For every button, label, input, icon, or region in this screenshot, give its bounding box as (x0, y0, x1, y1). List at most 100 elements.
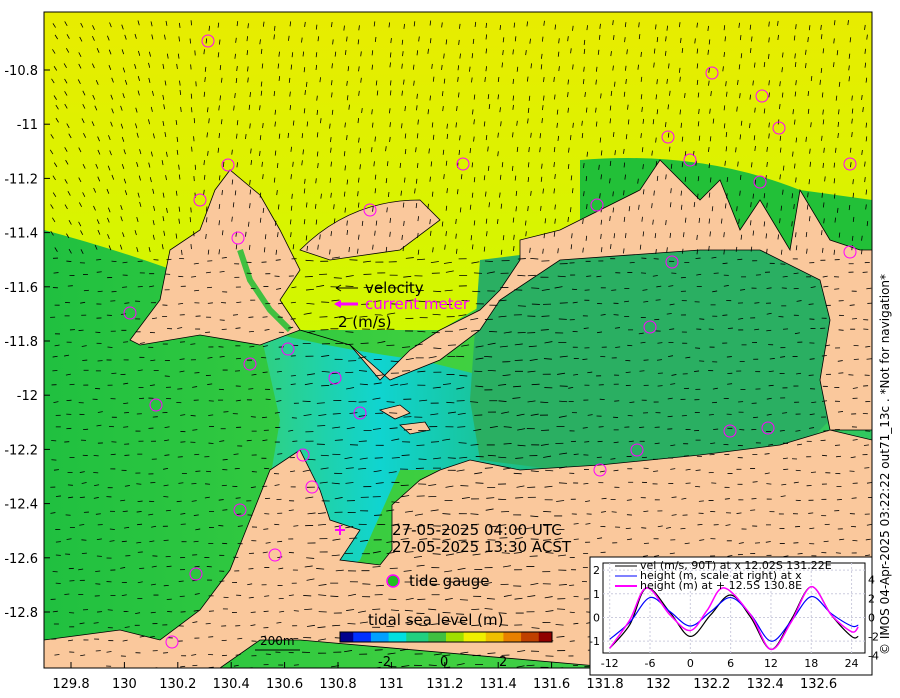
colorbar-swatch (538, 632, 544, 642)
tide-gauge-marker[interactable] (723, 424, 737, 438)
velocity-arrow (553, 188, 555, 194)
tide-gauge-marker[interactable] (705, 66, 719, 80)
velocity-arrow (95, 570, 101, 572)
velocity-arrow (139, 201, 142, 207)
tide-gauge-marker[interactable] (753, 175, 767, 189)
velocity-arrow (137, 90, 140, 96)
velocity-arrow (711, 206, 714, 212)
velocity-arrow (670, 163, 673, 169)
tide-gauge-marker[interactable] (165, 635, 179, 649)
tide-gauge-marker[interactable] (189, 567, 203, 581)
tide-gauge-marker[interactable] (665, 255, 679, 269)
velocity-arrow (720, 218, 723, 224)
tide-gauge-marker[interactable] (755, 89, 769, 103)
tide-gauge-marker[interactable] (281, 342, 295, 356)
tide-gauge-marker[interactable] (233, 503, 247, 517)
velocity-arrow (191, 500, 197, 502)
velocity-arrow (221, 190, 223, 196)
inset-right-tick: -2 (868, 630, 879, 643)
velocity-arrow (664, 50, 667, 56)
velocity-arrow (390, 360, 399, 363)
tide-gauge-marker[interactable] (296, 448, 310, 462)
velocity-arrow (403, 23, 405, 29)
velocity-arrow (371, 64, 374, 70)
velocity-arrow (263, 528, 269, 530)
velocity-arrow (667, 355, 674, 358)
velocity-arrow (599, 193, 601, 199)
velocity-arrow (754, 328, 760, 331)
velocity-arrow (207, 150, 209, 156)
velocity-arrow (120, 499, 126, 502)
velocity-arrow (405, 510, 414, 513)
velocity-arrow (457, 412, 466, 415)
velocity-arrow (193, 514, 199, 516)
velocity-arrow (302, 149, 304, 155)
tide-gauge-marker[interactable] (193, 193, 207, 207)
tide-gauge-marker[interactable] (231, 231, 245, 245)
velocity-arrow (531, 287, 540, 289)
velocity-arrow (79, 524, 85, 526)
velocity-arrow (447, 411, 456, 414)
tide-gauge-marker[interactable] (843, 245, 857, 259)
tide-gauge-marker[interactable] (843, 157, 857, 171)
velocity-arrow (50, 230, 54, 236)
velocity-arrow (517, 305, 526, 307)
velocity-arrow (303, 188, 306, 194)
velocity-arrow (475, 482, 484, 484)
tide-gauge-marker[interactable] (149, 398, 163, 412)
tide-gauge-marker[interactable] (761, 421, 775, 435)
velocity-arrow (388, 22, 391, 28)
tide-gauge-marker[interactable] (683, 153, 697, 167)
velocity-arrow (540, 443, 549, 446)
velocity-arrow (833, 193, 836, 199)
tide-gauge-marker[interactable] (363, 203, 377, 217)
velocity-arrow (433, 457, 442, 460)
velocity-arrow (80, 249, 84, 254)
velocity-arrow (180, 513, 186, 515)
velocity-arrow (866, 524, 872, 526)
tide-gauge-marker[interactable] (328, 371, 342, 385)
tide-gauge-marker[interactable] (123, 306, 137, 320)
velocity-arrow (79, 471, 85, 473)
velocity-scale-label: 2 (m/s) (338, 313, 392, 331)
inset-right-tick: 0 (868, 611, 875, 624)
velocity-arrow (806, 248, 808, 254)
tide-gauge-marker[interactable] (456, 157, 470, 171)
velocity-arrow (754, 107, 756, 113)
velocity-arrow (275, 259, 281, 261)
velocity-arrow (276, 370, 282, 373)
tide-gauge-marker[interactable] (772, 121, 786, 135)
velocity-arrow (235, 399, 241, 402)
tide-gauge-marker[interactable] (221, 158, 235, 172)
tide-gauge-marker[interactable] (590, 198, 604, 212)
tide-gauge-marker[interactable] (630, 443, 644, 457)
velocity-arrow (624, 233, 627, 239)
velocity-arrow (402, 346, 411, 348)
velocity-arrow (66, 538, 72, 540)
velocity-arrow (573, 622, 579, 625)
velocity-arrow (49, 149, 54, 155)
velocity-arrow (138, 175, 141, 181)
velocity-arrow (807, 90, 810, 97)
velocity-arrow (442, 106, 444, 112)
velocity-arrow (709, 136, 712, 142)
tide-gauge-marker[interactable] (243, 357, 257, 371)
tide-gauge-marker[interactable] (643, 320, 657, 334)
tide-gauge-marker[interactable] (268, 548, 282, 562)
velocity-arrow (335, 569, 344, 572)
tide-gauge-marker[interactable] (305, 480, 319, 494)
tide-gauge-marker[interactable] (661, 130, 675, 144)
velocity-arrow (738, 542, 744, 544)
velocity-arrow (372, 397, 381, 400)
velocity-arrow (69, 383, 75, 386)
velocity-arrow (777, 234, 779, 240)
tide-gauge-marker[interactable] (353, 406, 367, 420)
velocity-arrow (390, 383, 399, 386)
velocity-arrow (419, 538, 428, 540)
tide-gauge-marker[interactable] (593, 463, 607, 477)
tide-gauge-marker[interactable] (201, 34, 215, 48)
velocity-arrow (218, 39, 221, 45)
velocity-arrow (162, 192, 165, 198)
velocity-arrow (164, 131, 167, 138)
velocity-arrow (178, 580, 184, 582)
